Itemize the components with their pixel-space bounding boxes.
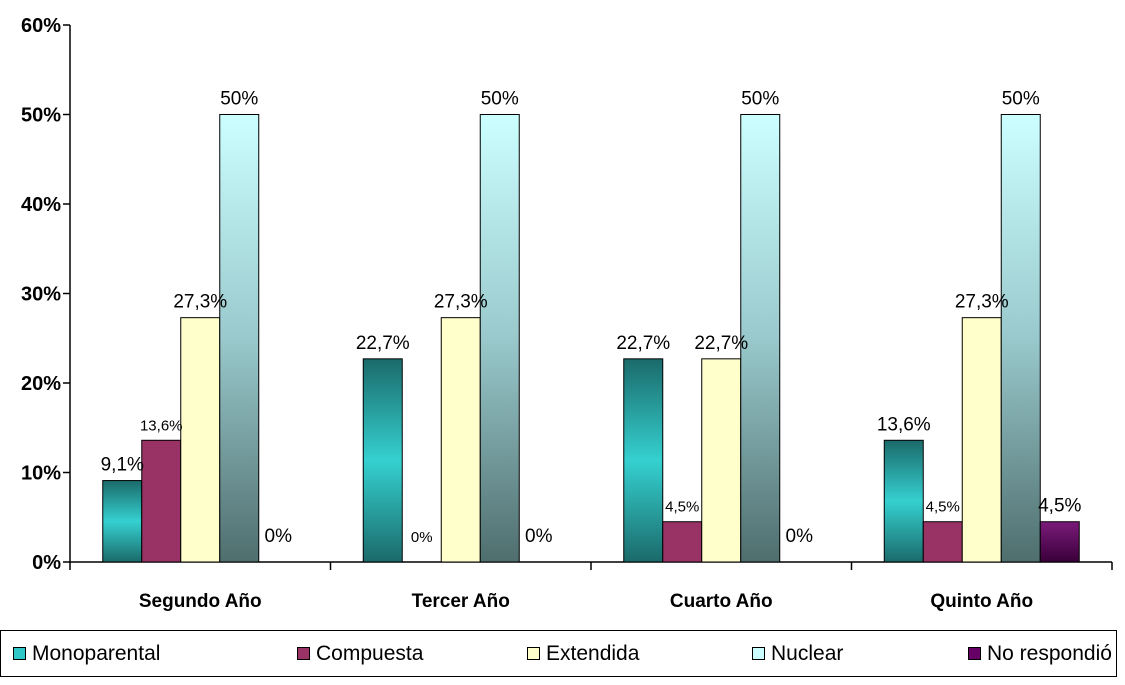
legend-swatch bbox=[968, 647, 981, 660]
data-label: 0% bbox=[525, 526, 553, 547]
data-label: 4,5% bbox=[665, 499, 699, 516]
data-label: 0% bbox=[411, 529, 433, 546]
data-label: 0% bbox=[265, 526, 293, 547]
bar-monoparental bbox=[362, 358, 403, 563]
data-label: 22,7% bbox=[356, 333, 410, 354]
bar-extendida bbox=[701, 358, 742, 563]
bar-compuesta bbox=[662, 521, 703, 563]
legend-swatch bbox=[297, 647, 310, 660]
bar-compuesta bbox=[922, 521, 963, 563]
legend-item: Monoparental bbox=[13, 631, 160, 676]
y-tick-label: 40% bbox=[21, 194, 61, 216]
bar-monoparental bbox=[102, 480, 143, 563]
data-label: 50% bbox=[741, 89, 779, 110]
data-label: 13,6% bbox=[877, 414, 931, 435]
data-label: 13,6% bbox=[140, 417, 183, 434]
legend-label: Compuesta bbox=[316, 641, 424, 665]
x-tick-label: Cuarto Año bbox=[670, 591, 773, 612]
legend-label: Monoparental bbox=[32, 641, 161, 665]
legend-label: No respondió bbox=[987, 641, 1112, 665]
data-label: 9,1% bbox=[101, 455, 144, 476]
data-label: 27,3% bbox=[434, 292, 488, 313]
x-tick-label: Segundo Año bbox=[139, 591, 262, 612]
data-label: 22,7% bbox=[616, 333, 670, 354]
bar-compuesta bbox=[141, 439, 182, 563]
data-label: 27,3% bbox=[173, 292, 227, 313]
legend-item: No respondió bbox=[968, 631, 1112, 676]
bar-extendida bbox=[440, 317, 481, 563]
y-tick-label: 60% bbox=[21, 15, 61, 37]
bar-extendida bbox=[961, 317, 1002, 563]
bar-nuclear bbox=[219, 114, 260, 563]
axes: 0% 10% 20% 30% 40% 50% 60% Segundo Año Tercer Añ… bbox=[21, 15, 1113, 612]
y-tick-label: 10% bbox=[21, 463, 61, 485]
bar-extendida bbox=[180, 317, 221, 563]
legend-label: Nuclear bbox=[771, 641, 844, 665]
y-tick-label: 20% bbox=[21, 373, 61, 395]
bar-monoparental bbox=[883, 439, 924, 563]
bar-nuclear bbox=[740, 114, 781, 563]
bar-nuclear bbox=[479, 114, 520, 563]
legend-item: Nuclear bbox=[752, 631, 843, 676]
legend-item: Compuesta bbox=[297, 631, 423, 676]
legend-item: Extendida bbox=[527, 631, 639, 676]
data-label: 4,5% bbox=[926, 499, 960, 516]
data-labels: 9,1% 22,7% 22,7% 13,6% 13,6% 0% 4,5% 4,5% 27,3% 2… bbox=[101, 89, 1082, 548]
data-label: 50% bbox=[220, 89, 258, 110]
bar-no-respondio bbox=[1039, 521, 1080, 563]
legend: Monoparental Compuesta Extendida Nuclear No … bbox=[0, 630, 1117, 677]
data-label: 22,7% bbox=[694, 333, 748, 354]
legend-swatch bbox=[13, 647, 26, 660]
y-tick-label: 50% bbox=[21, 105, 61, 127]
bar-monoparental bbox=[623, 358, 664, 563]
legend-swatch bbox=[527, 647, 540, 660]
y-tick-label: 30% bbox=[21, 284, 61, 306]
legend-swatch bbox=[752, 647, 765, 660]
x-tick-label: Quinto Año bbox=[930, 591, 1033, 612]
bar-nuclear bbox=[1000, 114, 1041, 563]
data-label: 50% bbox=[1002, 89, 1040, 110]
bars bbox=[102, 114, 1080, 563]
y-tick-label: 0% bbox=[32, 552, 61, 574]
legend-label: Extendida bbox=[546, 641, 640, 665]
x-tick-label: Tercer Año bbox=[412, 591, 510, 612]
data-label: 0% bbox=[786, 526, 814, 547]
data-label: 4,5% bbox=[1038, 496, 1081, 517]
data-label: 50% bbox=[481, 89, 519, 110]
data-label: 27,3% bbox=[955, 292, 1009, 313]
